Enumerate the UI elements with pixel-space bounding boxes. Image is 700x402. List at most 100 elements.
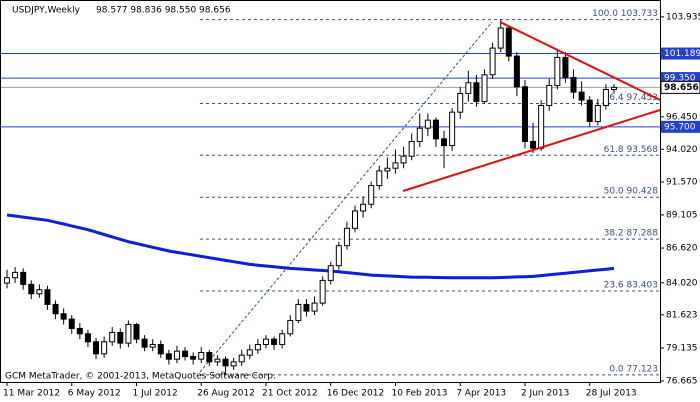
- x-tick-label: 21 Oct 2012: [262, 389, 318, 399]
- y-tick-label: 96.450: [666, 112, 698, 122]
- candle-body: [68, 318, 75, 329]
- candle-body: [198, 351, 205, 360]
- candle-body: [157, 343, 164, 355]
- last-price-label: 98.656: [664, 83, 699, 93]
- candle-body: [319, 279, 326, 304]
- candle-body: [368, 185, 375, 205]
- triangle-upper: [499, 21, 661, 101]
- moving-average: [6, 213, 615, 280]
- y-tick-label: 94.020: [666, 145, 698, 155]
- candle-body: [538, 104, 545, 149]
- fib-label: 23.6 83.403: [604, 281, 658, 291]
- x-tick-label: 16 Dec 2012: [327, 389, 385, 399]
- candle-body: [222, 358, 229, 367]
- fib-label: 38.2 87.288: [604, 229, 659, 239]
- h-level-box: [661, 47, 700, 60]
- fib-label: 0.0 77.123: [609, 364, 658, 374]
- candle-body: [554, 56, 561, 86]
- axes: 103.935 96.450 94.020 91.570 89.105 86.620 84.…: [3, 12, 700, 399]
- last-price-box: [660, 80, 700, 94]
- candle-body: [279, 333, 286, 345]
- candle-body: [570, 76, 577, 93]
- candle-body: [481, 74, 488, 102]
- h-level-label: 95.700: [664, 122, 696, 132]
- candle-body: [457, 92, 464, 113]
- candle-body: [562, 56, 569, 78]
- candle-body: [594, 104, 601, 123]
- candle-body: [384, 167, 391, 172]
- h-level-label: 101.189: [664, 49, 700, 59]
- candle-body: [400, 155, 407, 164]
- candle-body: [521, 86, 528, 143]
- candle-body: [93, 341, 100, 355]
- candle-body: [343, 227, 350, 247]
- x-tick-label: 2 Jun 2013: [521, 389, 569, 399]
- candle-body: [173, 350, 180, 360]
- candle-body: [432, 119, 439, 140]
- candle-body: [497, 27, 504, 49]
- candle-body: [295, 303, 302, 321]
- candle-body: [424, 119, 431, 129]
- fib-base-line: [199, 21, 493, 373]
- candle-body: [133, 323, 140, 340]
- candle-body: [408, 141, 415, 157]
- candle-body: [335, 245, 342, 267]
- candle-body: [287, 319, 294, 335]
- candle-body: [352, 210, 359, 229]
- candle-body: [611, 86, 617, 90]
- candle-body: [311, 302, 318, 312]
- candle-body: [602, 88, 609, 106]
- candle-body: [20, 271, 27, 285]
- candle-body: [101, 341, 108, 355]
- chart-title: USDJPY,Weekly: [12, 6, 81, 16]
- x-tick-label: 1 Jul 2012: [132, 389, 177, 399]
- candle-body: [254, 343, 261, 351]
- h-level-box: [661, 120, 700, 133]
- candle-body: [327, 265, 334, 281]
- fib-label: 50.0 90.428: [604, 187, 659, 197]
- candle-body: [238, 354, 245, 363]
- candle-body: [473, 82, 480, 102]
- candle-body: [230, 361, 237, 367]
- candle-body: [60, 313, 67, 320]
- candle-body: [125, 323, 132, 344]
- y-tick-label: 76.665: [666, 376, 698, 386]
- candle-body: [246, 349, 253, 356]
- candle-body: [190, 355, 197, 360]
- candle-body: [149, 343, 156, 348]
- candle-body: [262, 338, 269, 345]
- y-tick-label: 84.020: [666, 278, 698, 288]
- x-tick-label: 28 Jul 2013: [586, 389, 637, 399]
- candle-body: [489, 47, 496, 76]
- candle-body: [416, 127, 423, 143]
- candle-body: [141, 338, 148, 348]
- x-tick-label: 6 May 2012: [68, 389, 121, 399]
- y-tick-label: 81.623: [666, 310, 698, 320]
- candle-body: [530, 141, 537, 149]
- x-tick-label: 10 Feb 2013: [391, 389, 447, 399]
- candle-body: [578, 91, 585, 101]
- y-tick-label: 86.620: [666, 244, 698, 254]
- candle-body: [214, 358, 221, 363]
- candle-body: [12, 271, 19, 279]
- candle-body: [546, 84, 553, 106]
- candle-body: [182, 350, 189, 357]
- candle-body: [271, 338, 278, 345]
- x-tick-label: 11 Mar 2012: [3, 389, 60, 399]
- candle-body: [505, 27, 512, 57]
- candle-body: [376, 170, 383, 187]
- fib-label: 76.4 97.453: [604, 93, 658, 103]
- candle-body: [76, 327, 83, 335]
- fib-label: 100.0 103.733: [592, 9, 658, 19]
- candle-body: [513, 55, 520, 88]
- candle-body: [206, 351, 213, 363]
- candle-body: [109, 331, 116, 343]
- candle-body: [465, 82, 472, 94]
- candle-body: [449, 111, 456, 147]
- candle-body: [360, 203, 367, 212]
- y-tick-label: 103.935: [666, 12, 700, 22]
- fib-label: 61.8 93.568: [604, 145, 659, 155]
- candle-body: [84, 333, 91, 343]
- candle-body: [165, 353, 172, 360]
